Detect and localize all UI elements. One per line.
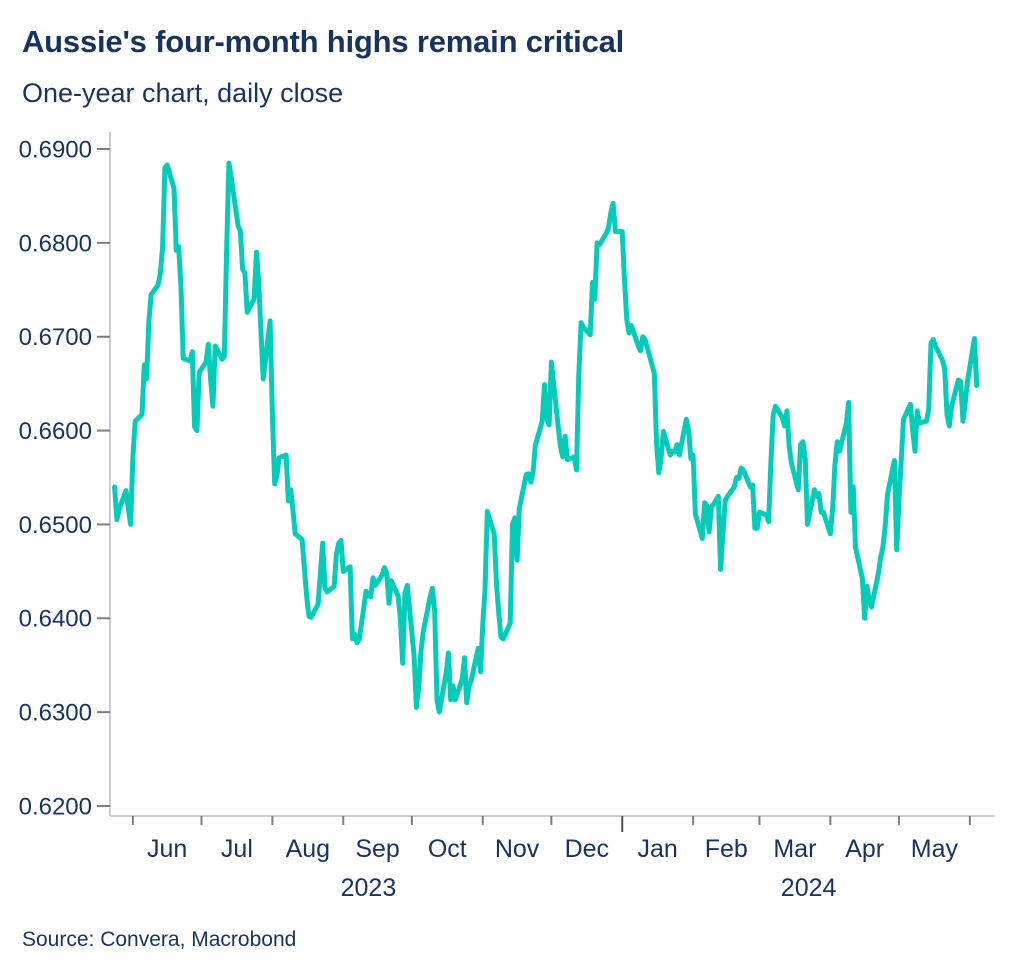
chart-subtitle: One-year chart, daily close <box>22 78 344 108</box>
x-axis-month-label: Feb <box>705 835 748 863</box>
y-axis-tick-label: 0.6900 <box>19 136 92 163</box>
source-note: Source: Convera, Macrobond <box>22 928 297 951</box>
y-axis-tick-label: 0.6400 <box>19 606 92 633</box>
x-axis-month-label: Dec <box>565 835 609 863</box>
y-axis-tick-label: 0.6500 <box>19 512 92 539</box>
x-axis-month-label: Sep <box>355 835 399 863</box>
x-axis-month-label: Nov <box>495 835 540 863</box>
x-axis: Jun Jul Aug Sep Oct Nov Dec Jan Feb Mar Apr May 2023… <box>131 816 971 902</box>
y-axis-tick-label: 0.6700 <box>19 324 92 351</box>
x-axis-month-label: May <box>911 835 959 863</box>
x-axis-year-label: 2023 <box>341 874 397 902</box>
y-axis-tick-label: 0.6800 <box>19 230 92 257</box>
y-axis-tick-label: 0.6600 <box>19 418 92 445</box>
x-axis-month-label: Jun <box>147 835 187 863</box>
x-axis-month-label: Jul <box>221 835 253 863</box>
chart-title: Aussie's four-month highs remain critica… <box>22 24 625 59</box>
y-axis-tick-label: 0.6300 <box>19 700 92 727</box>
x-axis-month-label: Jan <box>638 835 678 863</box>
axes <box>109 132 995 817</box>
y-axis-tick-label: 0.6200 <box>19 793 92 820</box>
x-axis-month-label: Oct <box>428 835 467 863</box>
x-axis-month-label: Aug <box>286 835 330 863</box>
price-line <box>112 160 980 715</box>
y-axis: 0.6200 0.6300 0.6400 0.6500 0.6600 0.6700 0.68… <box>19 136 110 820</box>
x-axis-year-label: 2024 <box>781 874 837 902</box>
x-axis-month-label: Apr <box>845 835 884 863</box>
x-axis-month-label: Mar <box>773 835 816 863</box>
